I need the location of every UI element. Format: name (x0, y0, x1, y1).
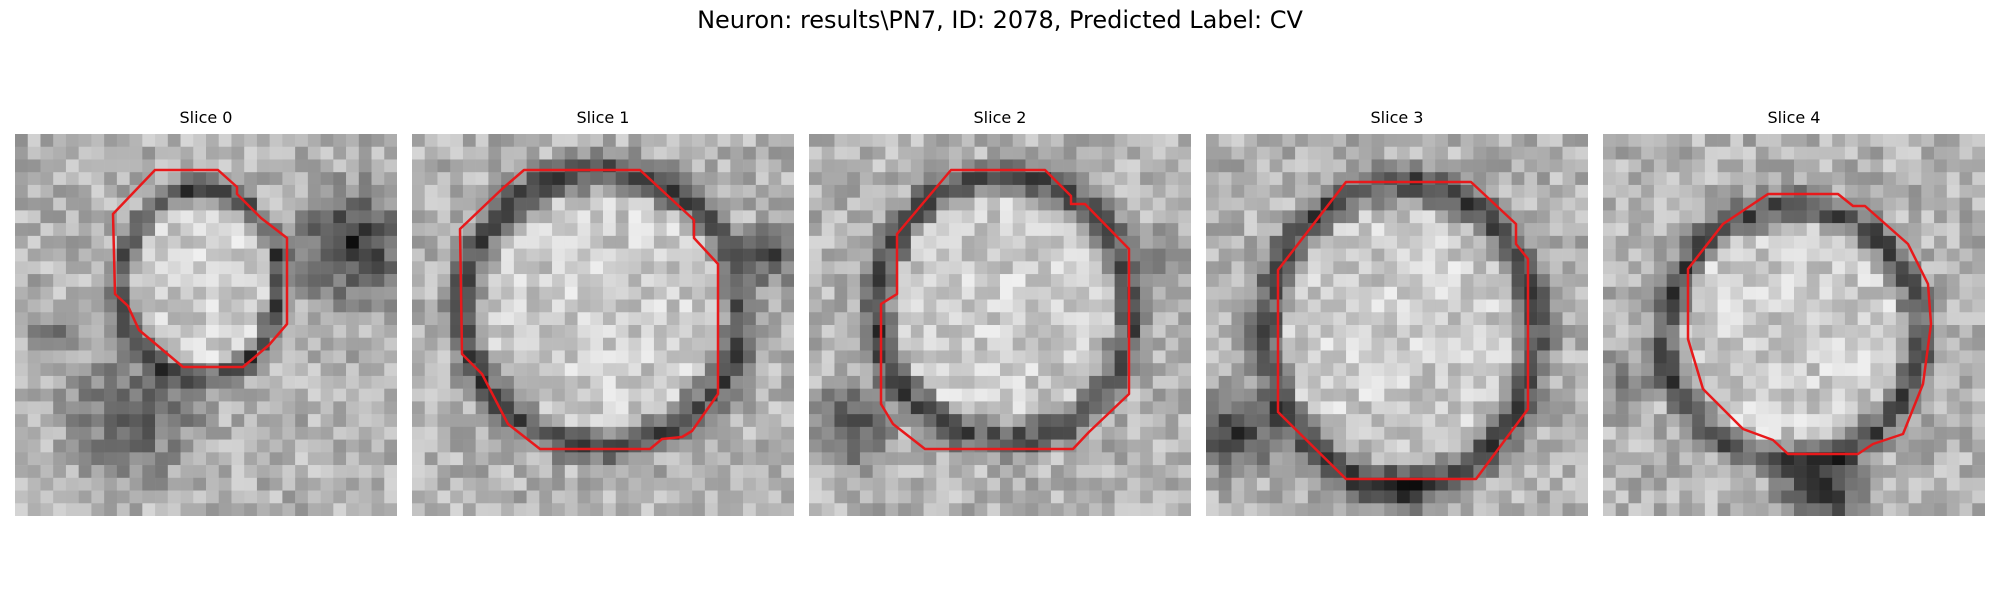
slice-canvas (809, 134, 1191, 516)
slice-title: Slice 3 (1370, 108, 1424, 127)
slice-image (1603, 134, 1985, 516)
segmentation-contour (879, 168, 1131, 451)
slice-title: Slice 1 (576, 108, 630, 127)
slice-canvas (1206, 134, 1588, 516)
slice-image (412, 134, 794, 516)
figure-title: Neuron: results\PN7, ID: 2078, Predicted… (697, 6, 1303, 34)
segmentation-contour (1276, 180, 1530, 481)
slice-canvas (15, 134, 397, 516)
slice-image (1206, 134, 1588, 516)
segmentation-contour (458, 168, 720, 451)
segmentation-contour (1686, 192, 1933, 456)
slice-canvas (412, 134, 794, 516)
slice-canvas (1603, 134, 1985, 516)
segmentation-contour (111, 168, 289, 369)
slice-title: Slice 0 (179, 108, 233, 127)
slice-title: Slice 2 (973, 108, 1027, 127)
slice-title: Slice 4 (1767, 108, 1821, 127)
slice-image (809, 134, 1191, 516)
slice-image (15, 134, 397, 516)
